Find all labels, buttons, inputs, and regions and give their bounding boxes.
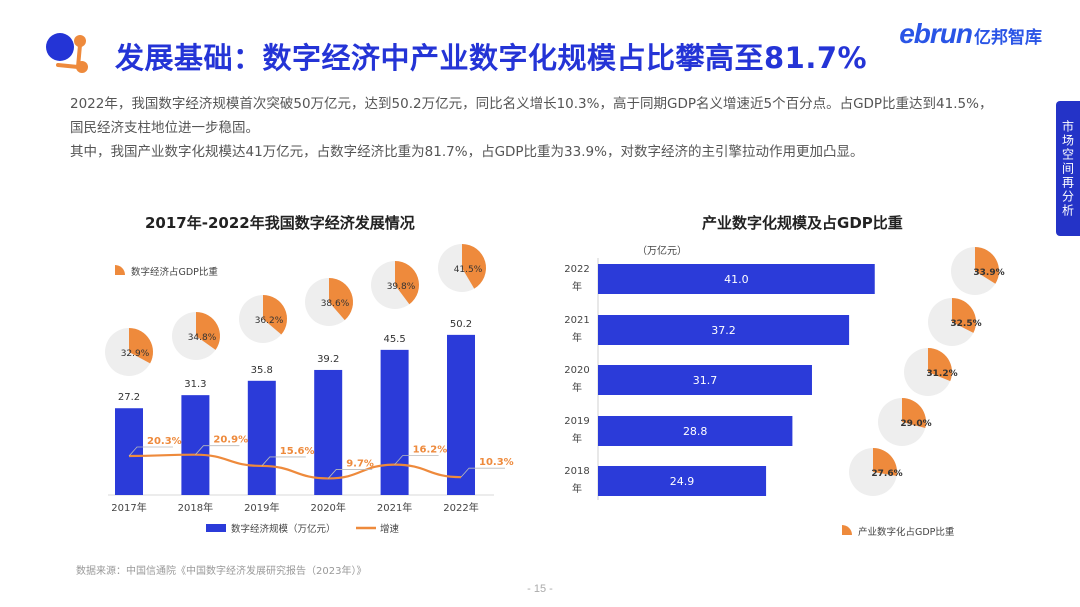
hbar-2018 bbox=[598, 466, 767, 496]
hbar-2019 bbox=[598, 416, 793, 446]
bar-value-label: 27.2 bbox=[118, 392, 140, 403]
industry-share-label: 29.0% bbox=[900, 419, 931, 429]
side-tab-label: 市场空间再分析 bbox=[1060, 119, 1075, 218]
growth-leader-line bbox=[261, 456, 306, 467]
legend-industry-share: 产业数字化占GDP比重 bbox=[858, 526, 955, 538]
legend-line-label: 增速 bbox=[380, 523, 400, 535]
x-tick-label: 2020年 bbox=[310, 501, 345, 514]
brand-logo: ebrun 亿邦智库 bbox=[899, 18, 1042, 50]
industry-share-label: 33.9% bbox=[973, 268, 1004, 278]
hbar-value-label: 41.0 bbox=[724, 273, 749, 286]
y-tick-unit: 年 bbox=[572, 432, 582, 445]
gdp-share-pie-2-slice bbox=[263, 295, 287, 335]
gdp-share-label: 41.5% bbox=[454, 265, 483, 275]
legend-pie-icon bbox=[115, 265, 125, 275]
growth-label: 10.3% bbox=[479, 457, 514, 468]
industry-share-label: 27.6% bbox=[871, 469, 902, 479]
bar-2018年 bbox=[181, 395, 210, 495]
gdp-share-label: 32.9% bbox=[121, 349, 150, 359]
bar-2017年 bbox=[115, 408, 143, 495]
y-tick-unit: 年 bbox=[572, 331, 582, 344]
gdp-share-pie-0-slice bbox=[129, 328, 153, 364]
gdp-share-label: 34.8% bbox=[188, 333, 217, 343]
legend-bar-swatch bbox=[206, 524, 226, 532]
x-tick-label: 2019年 bbox=[244, 501, 279, 514]
hbar-2022 bbox=[598, 264, 875, 294]
page-title: 发展基础：数字经济中产业数字化规模占比攀高至81.7% bbox=[115, 41, 868, 75]
industry-share-pie-3-slice bbox=[902, 398, 926, 428]
growth-label: 16.2% bbox=[413, 445, 448, 456]
industry-share-label: 32.5% bbox=[950, 319, 981, 329]
bar-value-label: 39.2 bbox=[317, 354, 339, 365]
gdp-share-pie-3-slice bbox=[329, 278, 354, 321]
section-side-tab[interactable]: 市场空间再分析 bbox=[1056, 101, 1080, 236]
gdp-share-pie-4-slice bbox=[395, 261, 420, 305]
gdp-share-pie-5-slice bbox=[462, 244, 486, 289]
hbar-2020 bbox=[598, 365, 812, 395]
y-tick-year: 2022 bbox=[564, 264, 589, 275]
x-tick-label: 2018年 bbox=[178, 501, 213, 514]
right-unit-label: （万亿元） bbox=[637, 244, 687, 257]
growth-label: 9.7% bbox=[346, 458, 374, 469]
growth-leader-line bbox=[394, 455, 439, 465]
bar-2022年 bbox=[447, 334, 475, 495]
x-tick-label: 2021年 bbox=[377, 501, 412, 514]
growth-leader-line bbox=[128, 446, 173, 457]
y-tick-unit: 年 bbox=[572, 280, 582, 293]
bar-value-label: 45.5 bbox=[383, 334, 405, 345]
summary-line-2: 其中，我国产业数字化规模达41万亿元，占数字经济比重为81.7%，占GDP比重为… bbox=[70, 144, 864, 160]
industry-share-pie-1-slice bbox=[952, 298, 976, 333]
hbar-2021 bbox=[598, 315, 850, 345]
right-chart-title: 产业数字化规模及占GDP比重 bbox=[702, 214, 903, 232]
hbar-value-label: 24.9 bbox=[670, 475, 695, 488]
industry-share-pie-2-slice bbox=[928, 348, 953, 382]
brand-name-en: ebrun bbox=[899, 18, 973, 49]
y-tick-unit: 年 bbox=[572, 482, 582, 495]
industry-share-label: 31.2% bbox=[926, 369, 957, 379]
legend-gdp-share: 数字经济占GDP比重 bbox=[131, 266, 218, 278]
industry-share-pie-0-slice bbox=[975, 247, 1000, 284]
y-tick-unit: 年 bbox=[572, 381, 582, 394]
growth-leader-line bbox=[195, 445, 240, 455]
y-tick-year: 2020 bbox=[564, 365, 589, 376]
growth-leader-line bbox=[460, 467, 505, 478]
brand-name-cn: 亿邦智库 bbox=[974, 28, 1042, 48]
legend-pie-icon-right bbox=[842, 525, 852, 535]
growth-label: 20.3% bbox=[147, 436, 182, 447]
gdp-share-label: 39.8% bbox=[387, 282, 416, 292]
growth-leader-line bbox=[327, 469, 373, 479]
gdp-share-pie-1-slice bbox=[196, 312, 221, 350]
legend-bar-label: 数字经济规模（万亿元） bbox=[231, 523, 336, 535]
gdp-share-label: 36.2% bbox=[255, 316, 284, 326]
growth-line bbox=[128, 453, 462, 480]
x-tick-label: 2017年 bbox=[111, 501, 146, 514]
bar-2019年 bbox=[247, 380, 276, 495]
left-chart-title: 2017年-2022年我国数字经济发展情况 bbox=[145, 214, 415, 232]
company-logo bbox=[46, 33, 88, 73]
y-tick-year: 2021 bbox=[564, 315, 589, 326]
bar-2020年 bbox=[314, 369, 343, 495]
growth-label: 15.6% bbox=[280, 446, 315, 457]
bar-2021年 bbox=[380, 349, 409, 495]
bar-value-label: 50.2 bbox=[450, 319, 472, 330]
x-tick-label: 2022年 bbox=[443, 501, 478, 514]
gdp-share-label: 38.6% bbox=[321, 299, 350, 309]
bar-value-label: 31.3 bbox=[184, 379, 206, 390]
summary-line-1: 2022年，我国数字经济规模首次突破50万亿元，达到50.2万亿元，同比名义增长… bbox=[70, 96, 993, 136]
data-source: 数据来源：中国信通院《中国数字经济发展研究报告（2023年）》 bbox=[76, 566, 367, 577]
y-tick-year: 2019 bbox=[564, 416, 589, 427]
hbar-value-label: 28.8 bbox=[683, 425, 708, 438]
bar-value-label: 35.8 bbox=[251, 365, 273, 376]
page-number: - 15 - bbox=[527, 583, 553, 595]
y-tick-year: 2018 bbox=[564, 466, 589, 477]
hbar-value-label: 31.7 bbox=[693, 374, 718, 387]
industry-share-pie-4-slice bbox=[873, 448, 897, 476]
growth-label: 20.9% bbox=[213, 435, 248, 446]
hbar-value-label: 37.2 bbox=[711, 324, 736, 337]
summary-text: 2022年，我国数字经济规模首次突破50万亿元，达到50.2万亿元，同比名义增长… bbox=[70, 92, 1000, 164]
